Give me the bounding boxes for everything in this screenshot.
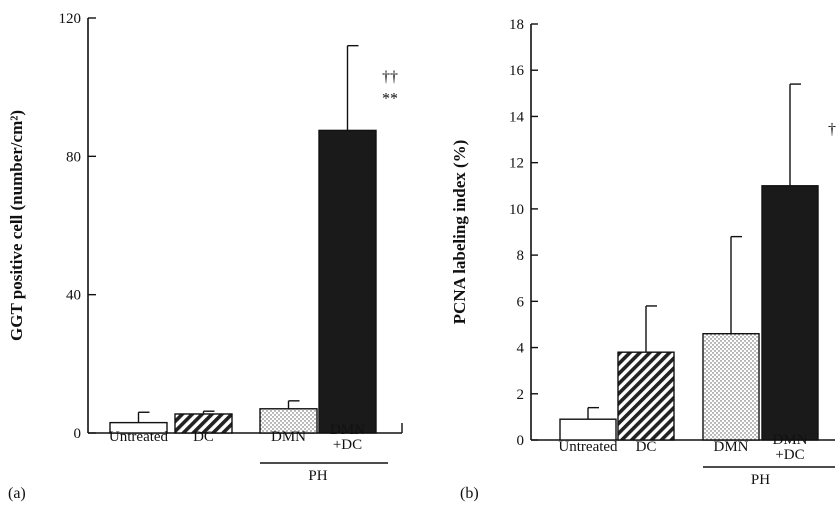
panel-a-significance-mark: ** xyxy=(382,91,398,108)
panel-a-bar xyxy=(318,129,377,434)
panel-b-y-tick-label: 4 xyxy=(517,341,525,357)
panel-b-label: (b) xyxy=(460,485,479,502)
panel-a-bar xyxy=(259,408,318,434)
panel-a-y-tick-label: 40 xyxy=(66,288,81,304)
panel-a-category-label: DC xyxy=(193,429,214,445)
panel-a-y-tick-label: 120 xyxy=(59,11,82,27)
panel-b-y-tick-label: 14 xyxy=(509,109,525,125)
panel-b-category-label: Untreated xyxy=(558,439,618,455)
panel-a-y-axis-title: GGT positive cell (number/cm²) xyxy=(7,110,26,341)
panel-a-label: (a) xyxy=(8,485,26,502)
panel-b-y-tick-label: 8 xyxy=(517,248,525,264)
panel-b-category-label: DC xyxy=(636,439,657,455)
panel-b-y-tick-label: 16 xyxy=(509,63,525,79)
panel-b-category-label: DMN xyxy=(713,439,748,455)
panel-b-y-tick-label: 10 xyxy=(509,202,524,218)
panel-b-chart: 0 2 4 6 8 10 12 14 16 18 PCNA labeling index (%) Un… xyxy=(450,17,836,502)
panel-b-group-label: PH xyxy=(751,472,770,488)
panel-a-category-label: DMN xyxy=(271,429,306,445)
panel-b-bar xyxy=(559,418,617,441)
panel-b-bar xyxy=(761,185,819,441)
panel-a-y-tick-label: 80 xyxy=(66,149,81,165)
panel-b-y-tick-label: 6 xyxy=(517,294,525,310)
panel-b-significance-mark: † xyxy=(828,121,836,138)
panel-a-chart: 0 40 80 120 GGT positive cell (number/cm²) Un… xyxy=(7,11,403,502)
panel-b-y-axis-title: PCNA labeling index (%) xyxy=(450,140,469,325)
panel-b-bar xyxy=(702,332,760,441)
panel-b-y-tick-label: 12 xyxy=(509,156,524,172)
panel-b-category-label: DMN +DC xyxy=(772,432,807,463)
panel-a-category-label: DMN +DC xyxy=(330,422,365,453)
panel-a-category-label: Untreated xyxy=(109,429,169,445)
panel-a-significance-mark: †† xyxy=(382,69,398,86)
panel-a-group-label: PH xyxy=(308,468,327,484)
panel-b-y-tick-label: 18 xyxy=(509,17,524,33)
panel-b-y-tick-label: 2 xyxy=(517,387,525,403)
panel-a-y-tick-label: 0 xyxy=(74,426,82,442)
panel-b-y-tick-label: 0 xyxy=(517,433,525,449)
panel-b-bar xyxy=(617,351,675,441)
